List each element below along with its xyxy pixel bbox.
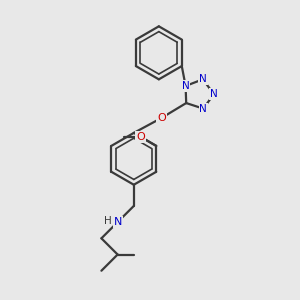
Text: N: N (200, 103, 207, 114)
Text: O: O (136, 132, 145, 142)
Text: O: O (157, 113, 166, 123)
Text: N: N (199, 74, 207, 84)
Text: H: H (104, 216, 112, 226)
Text: N: N (182, 81, 190, 91)
Text: N: N (210, 89, 218, 99)
Text: N: N (113, 217, 122, 227)
